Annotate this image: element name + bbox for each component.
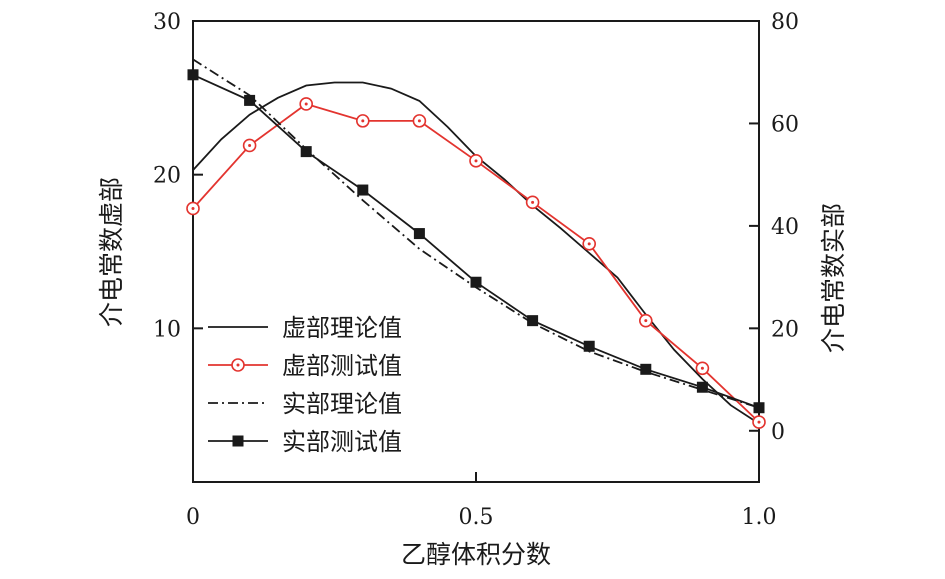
series-line: [192, 103, 760, 423]
data-point-dot: [531, 200, 535, 204]
tick-label-group: 0 0.5 1.0 10 20 30 0 20 40 60 80: [153, 10, 799, 530]
plot-axes: [192, 20, 760, 483]
data-point: [470, 276, 482, 288]
y-right-tick-label: 20: [771, 317, 799, 342]
x-tick-label: 1.0: [742, 505, 777, 530]
legend-label: 实部理论值: [282, 390, 402, 418]
data-point-dot: [248, 143, 252, 147]
data-point: [413, 228, 425, 240]
y-right-tick-label: 0: [771, 420, 785, 445]
plot-frame: [192, 20, 760, 483]
data-point-dot: [644, 319, 648, 323]
data-point-dot: [700, 366, 704, 370]
data-point-dot: [474, 159, 478, 163]
x-tick-label: 0.5: [459, 505, 494, 530]
x-tick-label: 0: [186, 505, 200, 530]
data-point: [753, 402, 765, 414]
data-point: [527, 315, 539, 327]
data-point: [187, 69, 199, 81]
legend-item-2: 实部理论值: [208, 390, 402, 418]
legend-item-1: 虚部测试值: [208, 352, 402, 380]
legend-swatch-marker-dot: [236, 363, 240, 367]
series-3: [187, 69, 765, 414]
legend-label: 实部测试值: [282, 428, 402, 456]
tick-group: [192, 20, 760, 482]
legend-item-0: 虚部理论值: [208, 314, 402, 342]
data-point-dot: [587, 242, 591, 246]
y-left-tick-label: 30: [153, 10, 181, 35]
series-2: [192, 58, 760, 409]
data-point-dot: [304, 102, 308, 106]
y-left-tick-label: 20: [153, 164, 181, 189]
series-layer: [186, 58, 766, 429]
series-1: [186, 97, 766, 429]
y-axis-left-label: 介电常数虚部: [97, 177, 126, 327]
data-point: [583, 340, 595, 352]
legend-swatch-marker: [232, 435, 244, 447]
series-line: [192, 81, 760, 425]
data-point: [357, 184, 369, 196]
data-point: [244, 94, 256, 106]
legend-label: 虚部测试值: [282, 352, 402, 380]
y-left-tick-label: 10: [153, 317, 181, 342]
legend-item-3: 实部测试值: [208, 428, 402, 456]
y-axis-right-label: 介电常数实部: [819, 203, 848, 353]
data-point-dot: [417, 119, 421, 123]
x-axis-label: 乙醇体积分数: [401, 540, 551, 569]
data-point: [696, 381, 708, 393]
data-point-dot: [361, 119, 365, 123]
data-point: [300, 146, 312, 158]
y-right-tick-label: 40: [771, 215, 799, 240]
y-right-tick-label: 80: [771, 10, 799, 35]
data-point-dot: [191, 206, 195, 210]
data-point-dot: [757, 420, 761, 424]
legend-label: 虚部理论值: [282, 314, 402, 342]
series-0: [192, 81, 760, 425]
series-line: [192, 58, 760, 409]
y-right-tick-label: 60: [771, 112, 799, 137]
data-point: [640, 363, 652, 375]
